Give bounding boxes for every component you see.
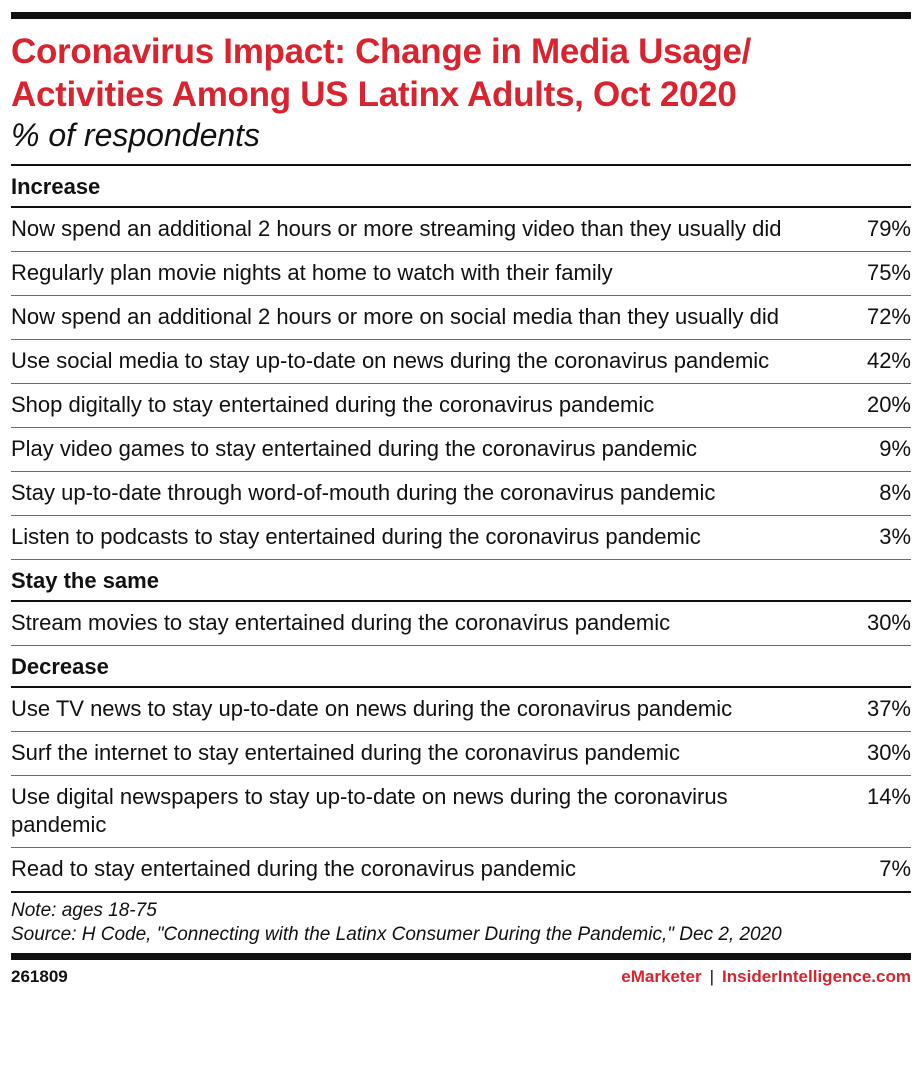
row-label: Stream movies to stay entertained during… bbox=[11, 610, 671, 635]
chart-title: Coronavirus Impact: Change in Media Usag… bbox=[11, 30, 911, 116]
row-label: Surf the internet to stay entertained du… bbox=[11, 740, 680, 765]
header-rule bbox=[11, 164, 911, 166]
bottom-rule bbox=[11, 953, 911, 960]
table-row: Stream movies to stay entertained during… bbox=[11, 602, 911, 646]
row-label: Use TV news to stay up-to-date on news d… bbox=[11, 696, 733, 721]
table-row: Use digital newspapers to stay up-to-dat… bbox=[11, 776, 911, 848]
footer: 261809 eMarketer | InsiderIntelligence.com bbox=[11, 960, 911, 987]
source-text: Source: H Code, "Connecting with the Lat… bbox=[11, 924, 782, 945]
row-label: Stay up-to-date through word-of-mouth du… bbox=[11, 480, 716, 505]
row-value: 8% bbox=[879, 480, 911, 505]
section-header: Stay the same bbox=[11, 560, 911, 602]
row-value: 72% bbox=[866, 304, 911, 329]
row-value: 30% bbox=[866, 740, 911, 765]
table-row: Now spend an additional 2 hours or more … bbox=[11, 208, 911, 252]
row-value: 14% bbox=[866, 784, 911, 809]
data-table: Increase Now spend an additional 2 hours … bbox=[11, 166, 911, 893]
table-row: Listen to podcasts to stay entertained d… bbox=[11, 516, 911, 560]
row-value: 30% bbox=[866, 610, 911, 635]
row-value: 20% bbox=[866, 392, 911, 417]
row-value: 9% bbox=[879, 436, 911, 461]
row-label: Use social media to stay up-to-date on n… bbox=[11, 348, 770, 373]
table-row: Surf the internet to stay entertained du… bbox=[11, 732, 911, 776]
row-label: Regularly plan movie nights at home to w… bbox=[11, 260, 613, 285]
row-label: Now spend an additional 2 hours or more … bbox=[11, 304, 780, 329]
table-row: Regularly plan movie nights at home to w… bbox=[11, 252, 911, 296]
table-row: Stay up-to-date through word-of-mouth du… bbox=[11, 472, 911, 516]
row-label: Now spend an additional 2 hours or more … bbox=[11, 216, 782, 241]
chart-id: 261809 bbox=[11, 967, 68, 986]
top-rule bbox=[11, 12, 911, 19]
row-value: 75% bbox=[866, 260, 911, 285]
row-label: Use digital newspapers to stay up-to-dat… bbox=[11, 784, 728, 837]
row-value: 3% bbox=[879, 524, 911, 549]
chart-subtitle: % of respondents bbox=[11, 117, 261, 153]
brand-emarketer: eMarketer bbox=[621, 967, 702, 986]
notes: Note: ages 18-75 Source: H Code, "Connec… bbox=[11, 893, 911, 947]
row-label: Play video games to stay entertained dur… bbox=[11, 436, 698, 461]
row-label: Shop digitally to stay entertained durin… bbox=[11, 392, 655, 417]
row-value: 79% bbox=[866, 216, 911, 241]
row-value: 7% bbox=[879, 856, 911, 881]
table-row: Play video games to stay entertained dur… bbox=[11, 428, 911, 472]
title-line-1: Coronavirus Impact: Change in Media Usag… bbox=[11, 32, 752, 71]
note-text: Note: ages 18-75 bbox=[11, 900, 157, 921]
table-row: Use social media to stay up-to-date on n… bbox=[11, 340, 911, 384]
row-label: Listen to podcasts to stay entertained d… bbox=[11, 524, 701, 549]
title-line-2: Activities Among US Latinx Adults, Oct 2… bbox=[11, 75, 737, 114]
table-row: Read to stay entertained during the coro… bbox=[11, 848, 911, 893]
row-value: 37% bbox=[866, 696, 911, 721]
row-value: 42% bbox=[866, 348, 911, 373]
section-header: Decrease bbox=[11, 646, 911, 688]
brand-insider-intelligence: InsiderIntelligence.com bbox=[722, 967, 911, 986]
table-row: Now spend an additional 2 hours or more … bbox=[11, 296, 911, 340]
section-header: Increase bbox=[11, 166, 911, 208]
brand-separator: | bbox=[709, 967, 715, 986]
brand: eMarketer | InsiderIntelligence.com bbox=[621, 967, 911, 987]
table-row: Shop digitally to stay entertained durin… bbox=[11, 384, 911, 428]
chart-container: Coronavirus Impact: Change in Media Usag… bbox=[11, 12, 911, 987]
table-row: Use TV news to stay up-to-date on news d… bbox=[11, 688, 911, 732]
row-label: Read to stay entertained during the coro… bbox=[11, 856, 577, 881]
